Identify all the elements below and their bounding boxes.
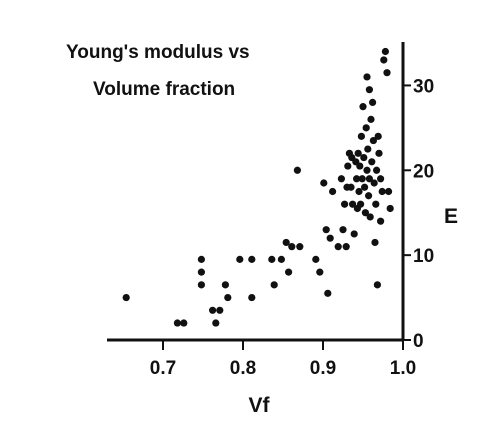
data-point (359, 103, 367, 111)
data-point (248, 293, 256, 302)
data-point (326, 234, 334, 242)
data-point (334, 243, 342, 251)
data-point (285, 268, 293, 276)
data-point (324, 289, 332, 297)
data-point (337, 175, 345, 183)
x-tick-label: 1.0 (390, 358, 416, 379)
data-points (122, 47, 394, 327)
data-point (268, 255, 276, 263)
data-point (316, 268, 324, 276)
data-point (354, 149, 362, 157)
data-point (312, 255, 320, 263)
data-point (371, 238, 379, 247)
x-tick-label: 0.9 (310, 358, 336, 379)
data-point (385, 187, 393, 196)
data-point (383, 69, 391, 77)
data-point (378, 187, 386, 196)
data-point (365, 192, 373, 200)
data-point (349, 200, 357, 208)
data-point (236, 255, 244, 263)
data-point (365, 86, 373, 94)
data-point (372, 200, 380, 208)
data-point (197, 281, 205, 289)
data-point (320, 179, 328, 187)
x-tick-label: 0.8 (230, 358, 256, 379)
data-point (369, 136, 377, 145)
data-point (367, 115, 375, 123)
data-point (180, 319, 188, 327)
data-point (373, 166, 381, 174)
data-point (363, 166, 371, 174)
data-point (173, 319, 181, 327)
chart-title-line-1: Young's modulus vs (66, 42, 250, 63)
x-tick-label: 0.7 (150, 358, 176, 379)
data-point (368, 158, 376, 166)
y-tick-label: 20 (413, 161, 434, 182)
data-point (341, 200, 349, 208)
y-axis-label: E (444, 205, 458, 228)
data-point (216, 306, 224, 314)
data-point (361, 183, 369, 191)
data-point (348, 153, 356, 162)
data-point (363, 73, 371, 81)
data-point (350, 230, 358, 238)
chart-title-line-2: Volume fraction (93, 79, 235, 100)
data-point (329, 187, 337, 196)
data-point (197, 268, 205, 276)
data-point (386, 204, 394, 213)
data-point (381, 47, 389, 56)
data-point (288, 243, 296, 251)
data-point (277, 255, 285, 263)
data-point (342, 243, 350, 251)
y-tick-label: 0 (413, 331, 424, 352)
data-point (369, 98, 377, 106)
data-point (212, 319, 220, 327)
data-point (360, 153, 368, 162)
data-point (357, 132, 365, 140)
data-point (365, 175, 373, 183)
data-point (221, 281, 229, 289)
data-point (296, 243, 304, 251)
data-point (344, 162, 352, 170)
data-point (356, 162, 364, 170)
data-point (377, 217, 385, 225)
data-point (293, 166, 301, 174)
data-point (122, 293, 130, 302)
data-point (377, 175, 385, 183)
data-point (282, 238, 290, 247)
data-point (339, 226, 347, 234)
data-point (362, 124, 370, 132)
data-point (375, 149, 383, 157)
data-point (353, 175, 361, 183)
data-point (366, 213, 374, 221)
data-point (361, 209, 369, 217)
x-ticks: 0.7 0.8 0.9 1.0 (150, 340, 416, 379)
data-point (224, 293, 232, 302)
y-tick-label: 30 (413, 76, 434, 97)
data-point (209, 306, 217, 314)
data-point (248, 255, 256, 263)
data-point (270, 281, 278, 289)
data-point (343, 183, 351, 191)
y-ticks: 0 10 20 30 (403, 76, 434, 352)
data-point (357, 200, 365, 208)
data-point (373, 281, 381, 289)
data-point (322, 226, 330, 234)
y-tick-label: 10 (413, 246, 434, 267)
data-point (370, 179, 378, 187)
data-point (355, 187, 363, 196)
data-point (374, 132, 382, 140)
data-point (380, 56, 388, 64)
data-point (364, 145, 372, 153)
x-axis-label: Vf (249, 394, 271, 417)
data-point (358, 175, 366, 183)
data-point (197, 255, 205, 263)
